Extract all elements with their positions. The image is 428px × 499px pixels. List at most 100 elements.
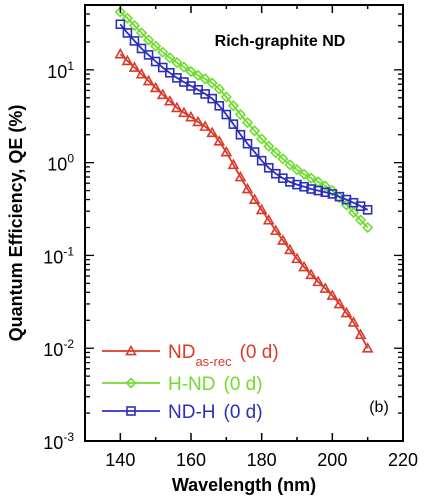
x-tick-label: 220 xyxy=(388,450,418,470)
x-axis-label: Wavelength (nm) xyxy=(172,475,316,495)
x-tick-label: 140 xyxy=(105,450,135,470)
data-point xyxy=(354,328,367,340)
data-point xyxy=(227,158,240,170)
data-point xyxy=(122,28,133,38)
data-point xyxy=(284,243,296,255)
data-point xyxy=(284,159,296,171)
data-point xyxy=(227,100,240,112)
data-point xyxy=(128,19,141,32)
legend-item-nd-h: ND-H (0 d) xyxy=(102,402,263,423)
data-point xyxy=(178,106,190,118)
data-point xyxy=(347,316,360,327)
data-point xyxy=(319,180,331,192)
data-point xyxy=(334,191,345,202)
data-point xyxy=(362,205,373,215)
series-h-nd xyxy=(114,6,374,234)
legend-marker xyxy=(125,377,137,389)
data-point xyxy=(277,234,289,245)
data-point xyxy=(347,206,360,219)
data-point xyxy=(157,62,168,73)
chart-title: Rich-graphite ND xyxy=(215,33,346,50)
data-point xyxy=(327,189,338,199)
data-point xyxy=(171,56,183,69)
data-point xyxy=(298,260,310,272)
data-point xyxy=(206,77,218,89)
data-point xyxy=(199,120,211,131)
data-point xyxy=(277,153,289,165)
data-point xyxy=(150,56,161,67)
x-tick-label: 180 xyxy=(247,450,277,470)
series-layer xyxy=(114,6,374,353)
data-point xyxy=(292,179,302,190)
data-point xyxy=(214,100,225,111)
data-point xyxy=(313,185,324,196)
data-point xyxy=(149,81,162,93)
data-point xyxy=(241,182,254,194)
data-point xyxy=(306,184,316,194)
data-point xyxy=(185,110,197,122)
data-point xyxy=(192,69,204,82)
data-point xyxy=(248,193,261,204)
data-point xyxy=(207,93,217,104)
data-point xyxy=(136,43,147,54)
data-point xyxy=(255,203,268,215)
label-layer: Rich-graphite ND (b) Wavelength (nm) Qua… xyxy=(6,33,389,495)
data-point xyxy=(163,94,176,106)
data-point xyxy=(135,67,148,79)
data-point xyxy=(333,297,346,309)
data-point xyxy=(142,74,155,86)
data-point xyxy=(312,275,325,287)
data-point xyxy=(143,50,154,60)
data-point xyxy=(135,27,148,39)
data-point xyxy=(305,268,317,280)
data-point xyxy=(213,83,225,95)
data-point xyxy=(128,61,141,72)
y-axis-label: Quantum Efficiency, QE (%) xyxy=(6,105,26,342)
y-tick-label: 10-2 xyxy=(43,337,74,360)
legend-label: NDas-rec (0 d) xyxy=(168,342,279,369)
y-tick-label: 101 xyxy=(47,59,74,82)
data-point xyxy=(171,101,183,113)
data-point xyxy=(178,61,190,73)
data-point xyxy=(199,73,211,85)
data-point xyxy=(142,34,155,46)
data-point xyxy=(354,214,367,226)
data-point xyxy=(115,19,126,30)
plot-frame-layer xyxy=(84,4,404,442)
series-line xyxy=(119,11,369,229)
data-point xyxy=(263,140,275,152)
data-point xyxy=(213,135,226,146)
data-point xyxy=(234,108,247,121)
data-point xyxy=(220,91,232,103)
y-tick-label: 10-1 xyxy=(43,244,74,267)
data-point xyxy=(150,40,162,52)
data-point xyxy=(320,187,331,198)
data-point xyxy=(269,224,282,236)
legend-item-h-nd: H-ND (0 d) xyxy=(102,374,263,395)
legend-item-nd: NDas-rec (0 d) xyxy=(102,342,279,369)
data-point xyxy=(121,12,134,24)
series-nd xyxy=(114,47,374,353)
data-point xyxy=(249,147,260,157)
data-point xyxy=(220,145,233,157)
data-point xyxy=(114,6,126,18)
legend-label: H-ND (0 d) xyxy=(168,374,263,395)
data-point xyxy=(234,170,247,182)
data-point xyxy=(362,221,374,234)
data-point xyxy=(262,214,275,225)
legend-label: ND-H (0 d) xyxy=(168,402,263,423)
y-tick-label: 10-3 xyxy=(43,430,74,453)
tick-layer: 140 160 180 200 220 10-3 10-2 10-1 100 101 xyxy=(43,4,418,470)
x-tick-label: 160 xyxy=(176,450,206,470)
data-point xyxy=(165,67,175,78)
data-point xyxy=(341,194,352,205)
data-point xyxy=(319,282,332,293)
data-point xyxy=(291,252,303,264)
data-point xyxy=(241,116,254,129)
data-point xyxy=(263,162,274,173)
data-point xyxy=(361,342,374,353)
data-point xyxy=(256,133,268,145)
data-point xyxy=(298,168,310,180)
data-point xyxy=(206,126,219,138)
